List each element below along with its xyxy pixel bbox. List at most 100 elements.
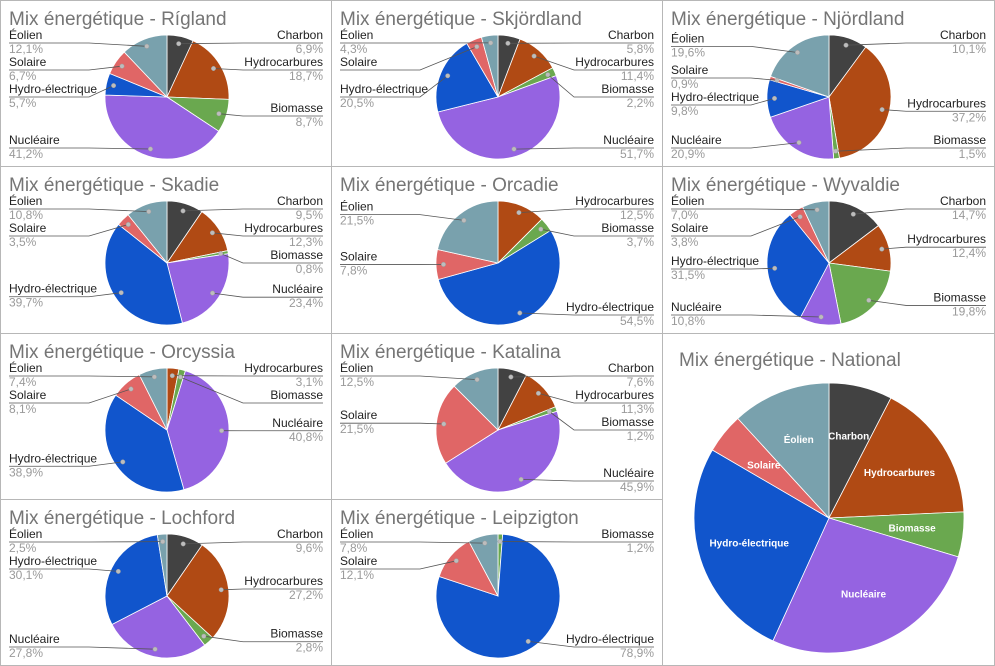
slice-name: Charbon (940, 194, 986, 208)
leader-dot (518, 476, 524, 482)
slice-name: Hydrocarbures (907, 232, 986, 246)
slice-name: Éolien (340, 526, 373, 541)
slice-name: Biomasse (601, 527, 654, 541)
slice-label-hydro-electrique: Hydro-électrique (709, 538, 789, 549)
leader-dot (216, 111, 222, 117)
leader-dot (441, 421, 447, 427)
slice-name: Hydrocarbures (244, 361, 323, 375)
pie-slice-hydro-electrique (766, 214, 830, 319)
chart-panel-skadie: Mix énergétique - Skadie Charbon 9,5% Hydro… (0, 166, 332, 334)
leader-line (519, 312, 654, 316)
leader-line (180, 376, 323, 404)
slice-name: Solaire (9, 388, 47, 402)
slice-label-hydrocarbures: Hydrocarbures (864, 468, 936, 479)
slice-value: 40,8% (289, 430, 323, 444)
leader-line (340, 541, 485, 544)
slice-value: 7,0% (671, 208, 699, 222)
slice-name: Hydrocarbures (244, 221, 323, 235)
slice-value: 4,3% (340, 42, 368, 56)
slice-name: Biomasse (933, 290, 986, 304)
leader-line (671, 77, 778, 81)
leader-line (9, 147, 151, 150)
leader-dot (814, 207, 820, 213)
chart-panel-skjordland: Mix énergétique - Skjördland Charbon 5,8% H… (331, 0, 663, 167)
slice-value: 12,5% (340, 375, 374, 389)
leader-dot (474, 377, 480, 383)
leader-dot (772, 265, 778, 271)
slice-name: Solaire (340, 55, 378, 69)
slice-name: Éolien (340, 360, 373, 375)
slice-name: Biomasse (270, 388, 323, 402)
slice-name: Charbon (277, 527, 323, 541)
slice-value: 10,1% (952, 42, 986, 56)
leader-dot (177, 374, 183, 380)
slice-name: Hydro-électrique (671, 254, 759, 268)
leader-line (671, 267, 775, 270)
pie-slice-nucleaire (437, 75, 561, 160)
slice-name: Charbon (277, 28, 323, 42)
pie-slice-hydro-electrique (104, 394, 185, 493)
leader-dot (144, 43, 150, 49)
slice-name: Charbon (608, 28, 654, 42)
leader-dot (774, 77, 780, 83)
slice-value: 3,1% (296, 375, 324, 389)
leader-dot (125, 222, 131, 227)
leader-line (500, 541, 654, 543)
slice-value: 20,5% (340, 96, 374, 110)
leader-dot (505, 40, 511, 46)
leader-dot (445, 73, 451, 79)
leader-line (533, 55, 654, 71)
slice-value: 3,7% (627, 235, 655, 249)
slice-value: 0,8% (296, 262, 324, 276)
slice-value: 2,2% (627, 96, 655, 110)
leader-line (538, 392, 654, 404)
slice-name: Solaire (340, 408, 378, 422)
leader-line (220, 253, 323, 264)
leader-dot (535, 390, 541, 396)
pie-slice-nucleaire (166, 253, 230, 324)
slice-name: Nucléaire (603, 466, 654, 480)
slice-value: 51,7% (620, 147, 654, 161)
leader-dot (210, 290, 215, 296)
slice-value: 7,8% (340, 541, 368, 555)
leader-dot (482, 540, 488, 546)
pie-slice-nucleaire (104, 94, 220, 160)
slice-value: 12,1% (9, 42, 43, 56)
slice-value: 27,8% (9, 646, 43, 660)
chart-title: Mix énergétique - Skjördland (340, 9, 582, 30)
chart-title: Mix énergétique - Wyvaldie (671, 175, 900, 196)
slice-value: 2,5% (9, 541, 37, 555)
leader-dot (531, 53, 537, 59)
leader-line (540, 228, 654, 237)
leader-line (9, 65, 123, 71)
leader-dot (879, 246, 885, 252)
slice-name: Hydro-électrique (9, 554, 97, 568)
slice-name: Solaire (9, 55, 47, 69)
slice-value: 30,1% (9, 568, 43, 582)
pie-slice-hydrocarbures (828, 397, 965, 519)
pie-chart-svg: Mix énergétique - LeipzigtonBiomasse1,2%… (340, 508, 654, 660)
pie-slice-eolien (138, 367, 168, 431)
pie-slice-nucleaire (772, 517, 959, 654)
leader-line (547, 74, 654, 98)
leader-dot (211, 66, 216, 71)
pie-slice-eolien (480, 34, 499, 98)
slice-value: 12,4% (952, 246, 986, 260)
